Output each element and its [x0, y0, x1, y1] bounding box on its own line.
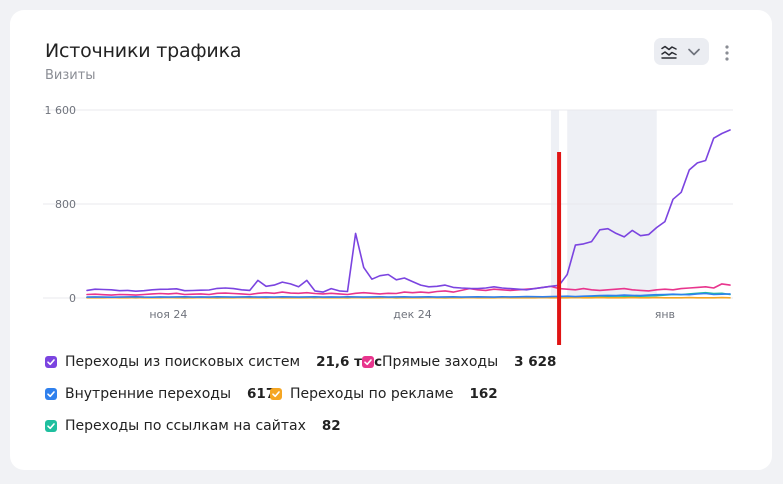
- legend-item[interactable]: Переходы из поисковых систем 21,6 тыс: [45, 352, 382, 372]
- x-tick-label: янв: [655, 308, 675, 321]
- chevron-down-icon: [688, 48, 700, 56]
- legend-item[interactable]: Внутренние переходы 617: [45, 384, 275, 404]
- legend-value: 82: [321, 418, 341, 434]
- checkbox-icon[interactable]: [45, 388, 57, 400]
- legend-label: Переходы из поисковых систем: [65, 354, 301, 370]
- legend-label: Прямые заходы: [382, 354, 499, 370]
- legend-value: 162: [469, 386, 498, 402]
- x-tick-label: ноя 24: [149, 308, 187, 321]
- legend-label: Переходы по ссылкам на сайтах: [65, 418, 306, 434]
- legend-label: Переходы по рекламе: [290, 386, 454, 402]
- legend-label: Внутренние переходы: [65, 386, 232, 402]
- checkbox-icon[interactable]: [45, 420, 57, 432]
- legend-item[interactable]: Прямые заходы 3 628: [362, 352, 556, 372]
- checkbox-icon[interactable]: [362, 356, 374, 368]
- y-tick-label: 1 600: [45, 104, 77, 117]
- series-line-1: [86, 129, 731, 293]
- line-chart-icon: [661, 45, 677, 59]
- more-vertical-icon[interactable]: [719, 40, 735, 64]
- series-line-3: [86, 292, 731, 299]
- widget-subtitle: Визиты: [45, 68, 96, 83]
- y-tick-label: 0: [69, 292, 76, 305]
- checkbox-icon[interactable]: [45, 356, 57, 368]
- traffic-line-chart: 0 800 1 600 ноя 24 дек 24 янв: [43, 104, 733, 345]
- checkbox-icon[interactable]: [270, 388, 282, 400]
- widget-title: Источники трафика: [45, 40, 242, 62]
- traffic-sources-widget: Источники трафика Визиты 0 800 1 600 ноя 24…: [10, 10, 772, 470]
- chart-type-button[interactable]: [654, 38, 709, 65]
- series-line-2: [86, 283, 731, 296]
- y-tick-label: 800: [55, 198, 76, 211]
- legend-value: 617: [247, 386, 276, 402]
- x-tick-label: дек 24: [393, 308, 432, 321]
- legend-item[interactable]: Переходы по ссылкам на сайтах 82: [45, 416, 341, 436]
- legend-item[interactable]: Переходы по рекламе 162: [270, 384, 498, 404]
- legend-value: 3 628: [514, 354, 557, 370]
